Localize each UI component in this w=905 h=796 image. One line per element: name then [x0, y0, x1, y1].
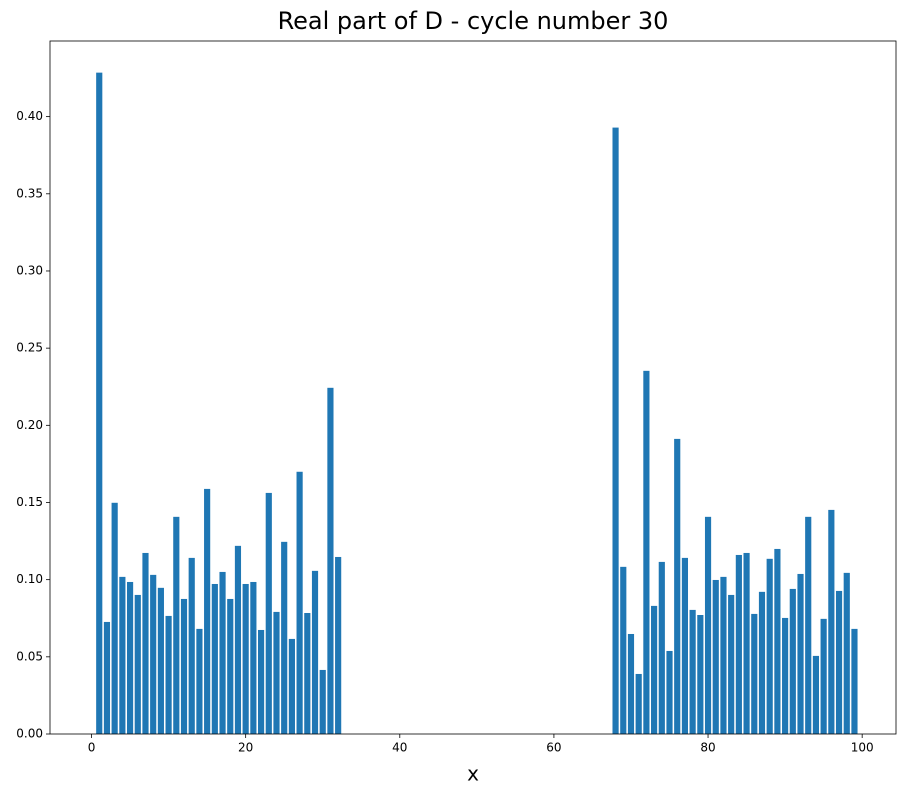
x-tick-label: 80 — [700, 741, 715, 755]
bar — [712, 579, 719, 734]
bar — [288, 638, 295, 734]
bar — [126, 581, 134, 734]
bar — [227, 598, 234, 734]
bar — [782, 617, 789, 734]
y-tick-label: 0.10 — [16, 572, 43, 586]
bar — [250, 581, 257, 734]
bar — [627, 633, 635, 734]
y-tick-label: 0.30 — [16, 263, 43, 277]
bar — [265, 492, 272, 734]
bar — [828, 509, 835, 734]
bar — [751, 613, 758, 734]
bar — [96, 72, 103, 734]
bar — [150, 574, 157, 734]
y-tick-label: 0.15 — [16, 495, 43, 509]
bar — [188, 557, 195, 734]
x-tick-label: 20 — [238, 741, 253, 755]
y-tick-label: 0.00 — [16, 727, 43, 741]
bar — [704, 516, 712, 734]
bar — [643, 370, 650, 734]
bar — [111, 502, 118, 734]
bar — [204, 488, 211, 734]
x-tick-label: 100 — [851, 741, 874, 755]
bar — [234, 545, 242, 734]
bar — [211, 583, 218, 734]
bar — [142, 552, 149, 734]
bar — [620, 566, 627, 734]
bar — [103, 621, 111, 734]
bar — [774, 548, 781, 734]
bar — [743, 552, 750, 734]
bar — [658, 561, 665, 734]
bar — [681, 557, 689, 734]
bar — [666, 650, 673, 734]
bar — [797, 573, 804, 734]
bar — [820, 618, 827, 734]
bar — [119, 576, 126, 734]
bar — [674, 438, 681, 734]
bar — [735, 554, 742, 734]
bar — [134, 594, 141, 734]
bar — [311, 570, 319, 734]
y-tick-label: 0.40 — [16, 109, 43, 123]
bar — [257, 629, 265, 734]
y-tick-label: 0.35 — [16, 186, 43, 200]
bar — [196, 628, 203, 734]
y-tick-label: 0.25 — [16, 341, 43, 355]
bar — [242, 583, 249, 734]
bar — [697, 615, 704, 734]
y-tick-label: 0.20 — [16, 418, 43, 432]
bar — [689, 609, 696, 734]
bar — [843, 572, 850, 734]
bar — [165, 615, 172, 734]
bar — [805, 516, 812, 734]
bar — [651, 605, 658, 734]
bar — [758, 591, 766, 734]
bar — [304, 612, 311, 734]
chart-title: Real part of D - cycle number 30 — [278, 7, 669, 35]
bar — [812, 655, 820, 734]
plot-frame — [49, 40, 897, 735]
x-tick-label: 60 — [546, 741, 561, 755]
bar — [157, 587, 164, 734]
bar — [728, 594, 735, 734]
bar — [766, 558, 773, 734]
bar — [335, 556, 342, 734]
bar — [612, 127, 619, 734]
bar — [281, 541, 288, 734]
bar — [219, 571, 226, 734]
y-tick-label: 0.05 — [16, 649, 43, 663]
x-tick-label: 0 — [88, 741, 96, 755]
bar — [835, 590, 843, 734]
bar — [296, 471, 303, 734]
bar — [851, 628, 858, 734]
bar — [327, 387, 334, 734]
bar — [789, 588, 796, 734]
bar — [635, 673, 642, 734]
bar — [319, 669, 326, 734]
bar — [273, 611, 280, 734]
bar — [720, 576, 727, 734]
bar — [180, 598, 188, 734]
x-axis-label: x — [467, 762, 479, 786]
x-tick-label: 40 — [392, 741, 407, 755]
bar — [173, 516, 180, 734]
